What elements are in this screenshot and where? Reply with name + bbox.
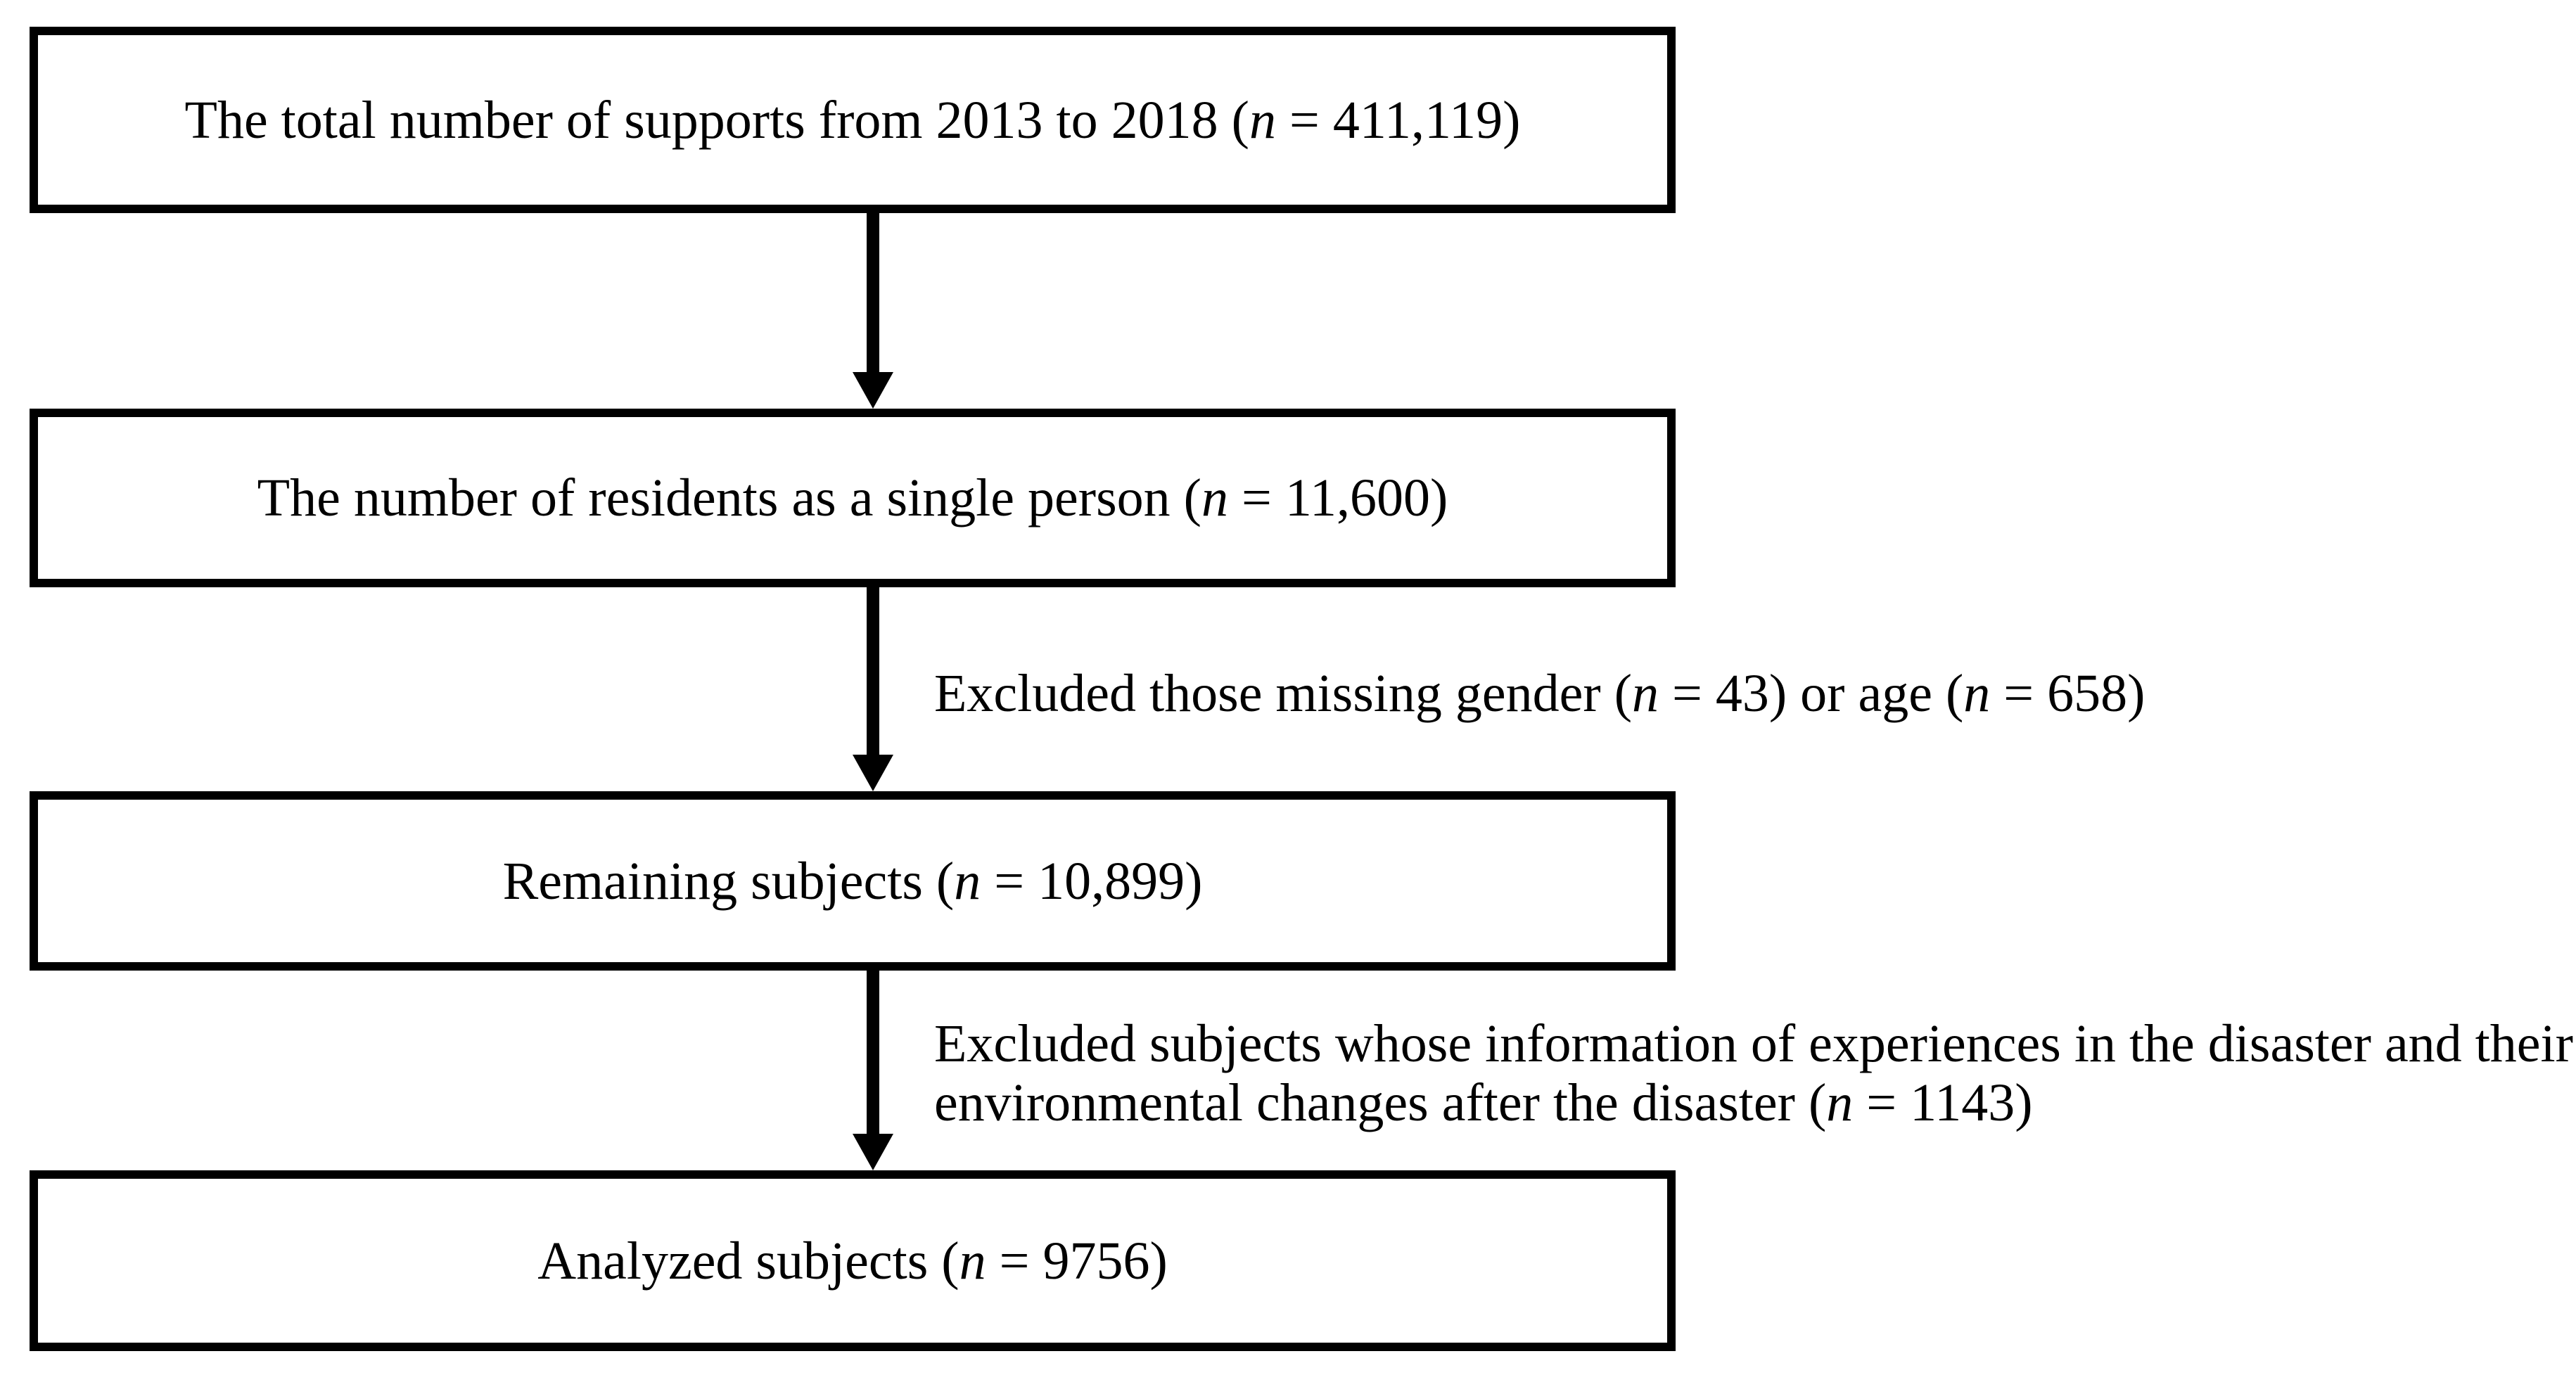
- exclusion-label-missing-gender-or-age: Excluded those missing gender (n = 43) o…: [934, 664, 2145, 723]
- flow-box-remaining-subjects: Remaining subjects (n = 10,899): [30, 791, 1676, 971]
- arrow-down-2-head-icon: [853, 755, 893, 791]
- flow-box-total-supports: The total number of supports from 2013 t…: [30, 27, 1676, 213]
- exclusion-label-missing-gender-or-age-line-1: Excluded those missing gender (n = 43) o…: [934, 664, 2145, 723]
- flow-box-analyzed-subjects: Analyzed subjects (n = 9756): [30, 1170, 1676, 1351]
- arrow-down-3-line: [867, 971, 879, 1135]
- arrow-down-3-head-icon: [853, 1134, 893, 1170]
- arrow-down-1-head-icon: [853, 372, 893, 409]
- arrow-down-2-line: [867, 587, 879, 756]
- exclusion-label-missing-disaster-information-line-1: Excluded subjects whose information of e…: [934, 1014, 2573, 1073]
- exclusion-label-missing-disaster-information: Excluded subjects whose information of e…: [934, 1014, 2573, 1132]
- arrow-down-1-line: [867, 213, 879, 373]
- exclusion-label-missing-disaster-information-line-2: environmental changes after the disaster…: [934, 1073, 2033, 1132]
- flow-box-analyzed-subjects-text: Analyzed subjects (n = 9756): [537, 1231, 1168, 1291]
- flow-box-single-person-residents-text: The number of residents as a single pers…: [257, 468, 1448, 527]
- flow-box-single-person-residents: The number of residents as a single pers…: [30, 409, 1676, 587]
- flow-box-total-supports-text: The total number of supports from 2013 t…: [184, 90, 1521, 150]
- flow-box-remaining-subjects-text: Remaining subjects (n = 10,899): [502, 851, 1203, 911]
